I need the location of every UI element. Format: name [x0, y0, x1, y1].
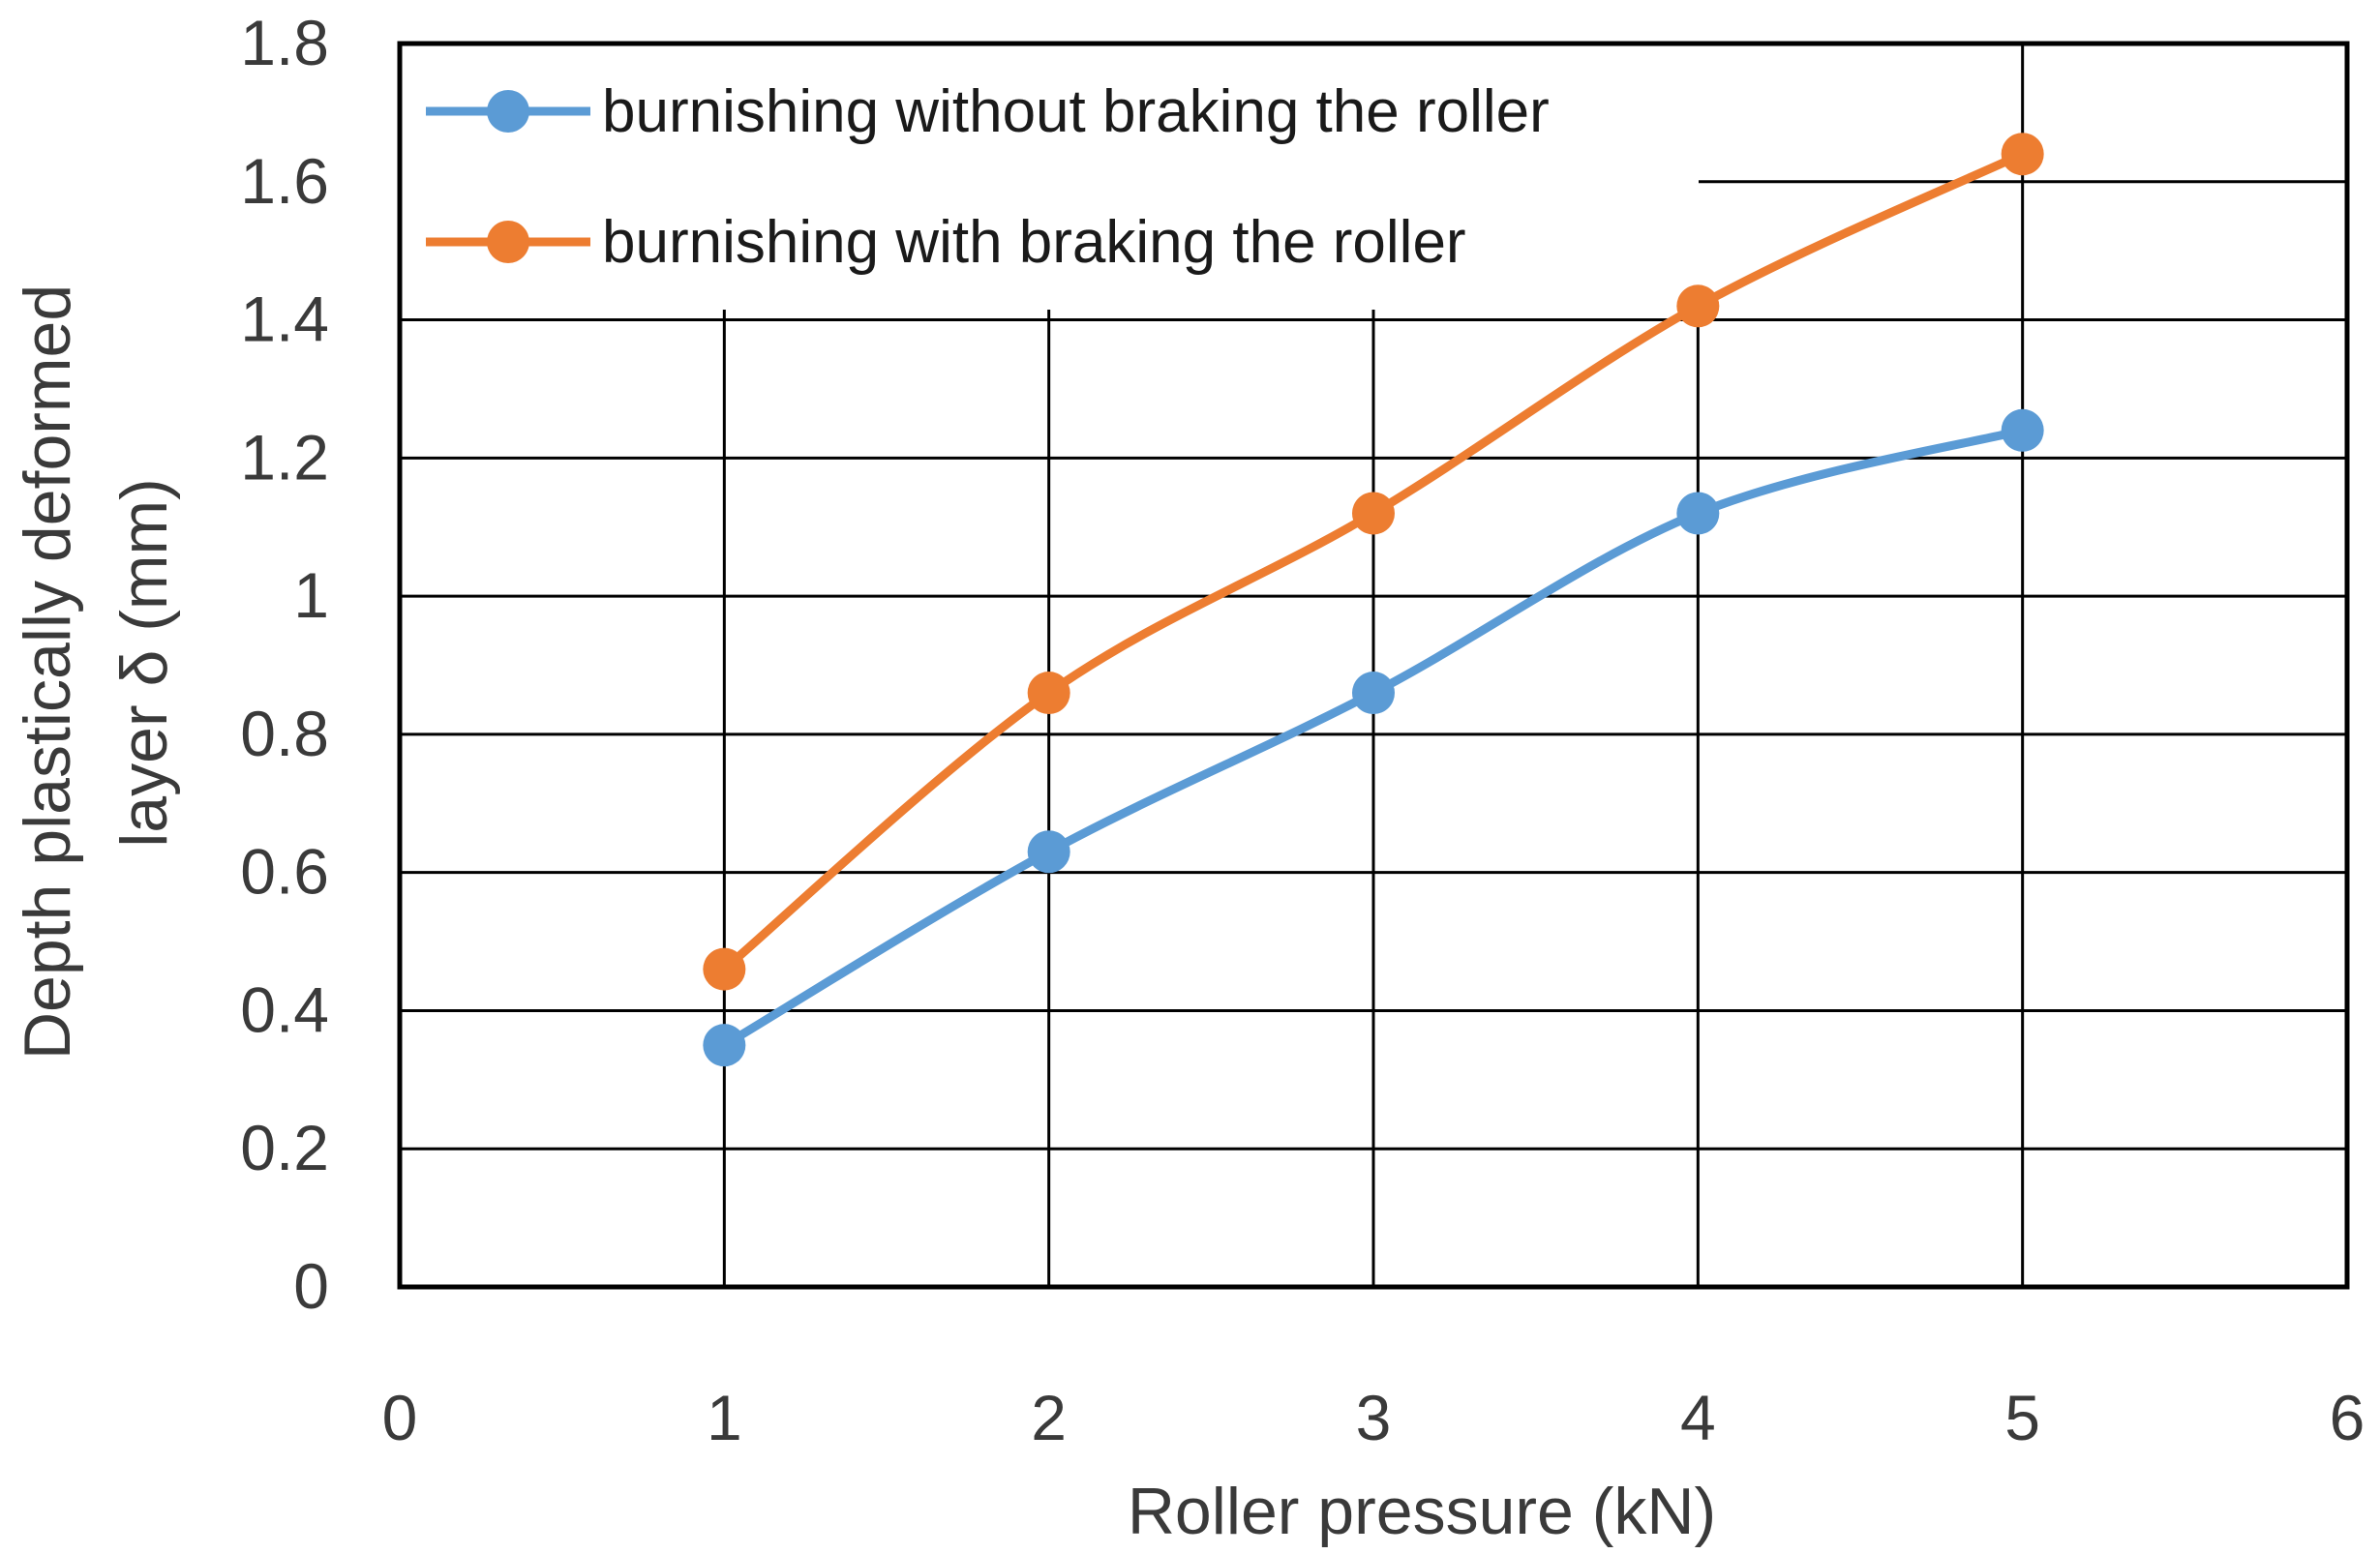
y-tick-label: 0.8 [240, 698, 329, 769]
series-layer [703, 133, 2044, 1067]
x-tick-label: 4 [1680, 1382, 1716, 1453]
legend: burnishing without braking the roller bur… [426, 78, 1550, 276]
y-axis-title: Depth plastically deformed layer δ (mm) [11, 266, 181, 1060]
y-tick-label: 1.2 [240, 421, 329, 493]
y-tick-label: 1.4 [240, 284, 329, 355]
y-tick-label: 0 [293, 1250, 329, 1322]
data-point [1676, 284, 1720, 328]
plot-frame [397, 41, 2350, 1290]
grid [400, 44, 2347, 1287]
y-axis-title-line-1: Depth plastically deformed [11, 284, 84, 1060]
x-tick-label: 2 [1031, 1382, 1067, 1453]
legend-marker [487, 90, 529, 133]
series-1 [703, 408, 2044, 1067]
y-tick-label: 0.4 [240, 973, 329, 1045]
legend-label: burnishing without braking the roller [602, 78, 1550, 145]
data-point [703, 947, 746, 991]
x-axis-title: Roller pressure (kN) [1128, 1475, 1716, 1548]
x-tick-label: 3 [1356, 1382, 1392, 1453]
data-point [1352, 672, 1395, 715]
y-tick-labels: 0 0.2 0.4 0.6 0.8 1 1.2 1.4 1.6 1.8 [240, 7, 329, 1322]
data-point [1352, 492, 1395, 535]
data-point [2001, 408, 2044, 452]
data-point [703, 1024, 746, 1067]
data-point [1676, 492, 1720, 535]
x-tick-label: 1 [707, 1382, 742, 1453]
data-point [1027, 830, 1070, 874]
y-tick-label: 0.2 [240, 1112, 329, 1183]
data-point [2001, 133, 2044, 176]
y-tick-label: 0.6 [240, 836, 329, 908]
y-tick-label: 1 [293, 559, 329, 631]
y-tick-label: 1.8 [240, 7, 329, 78]
legend-item: burnishing without braking the roller [426, 78, 1550, 145]
legend-marker [487, 221, 529, 263]
x-tick-label: 0 [382, 1382, 418, 1453]
legend-item: burnishing with braking the roller [426, 209, 1466, 276]
legend-label: burnishing with braking the roller [602, 209, 1466, 276]
y-axis-title-line-2: layer δ (mm) [107, 478, 181, 848]
series-2 [703, 133, 2044, 991]
x-tick-label: 5 [2004, 1382, 2040, 1453]
y-tick-label: 1.6 [240, 145, 329, 217]
x-tick-labels: 0 1 2 3 4 5 6 [382, 1382, 2365, 1453]
x-tick-label: 6 [2330, 1382, 2365, 1453]
data-point [1027, 672, 1070, 715]
